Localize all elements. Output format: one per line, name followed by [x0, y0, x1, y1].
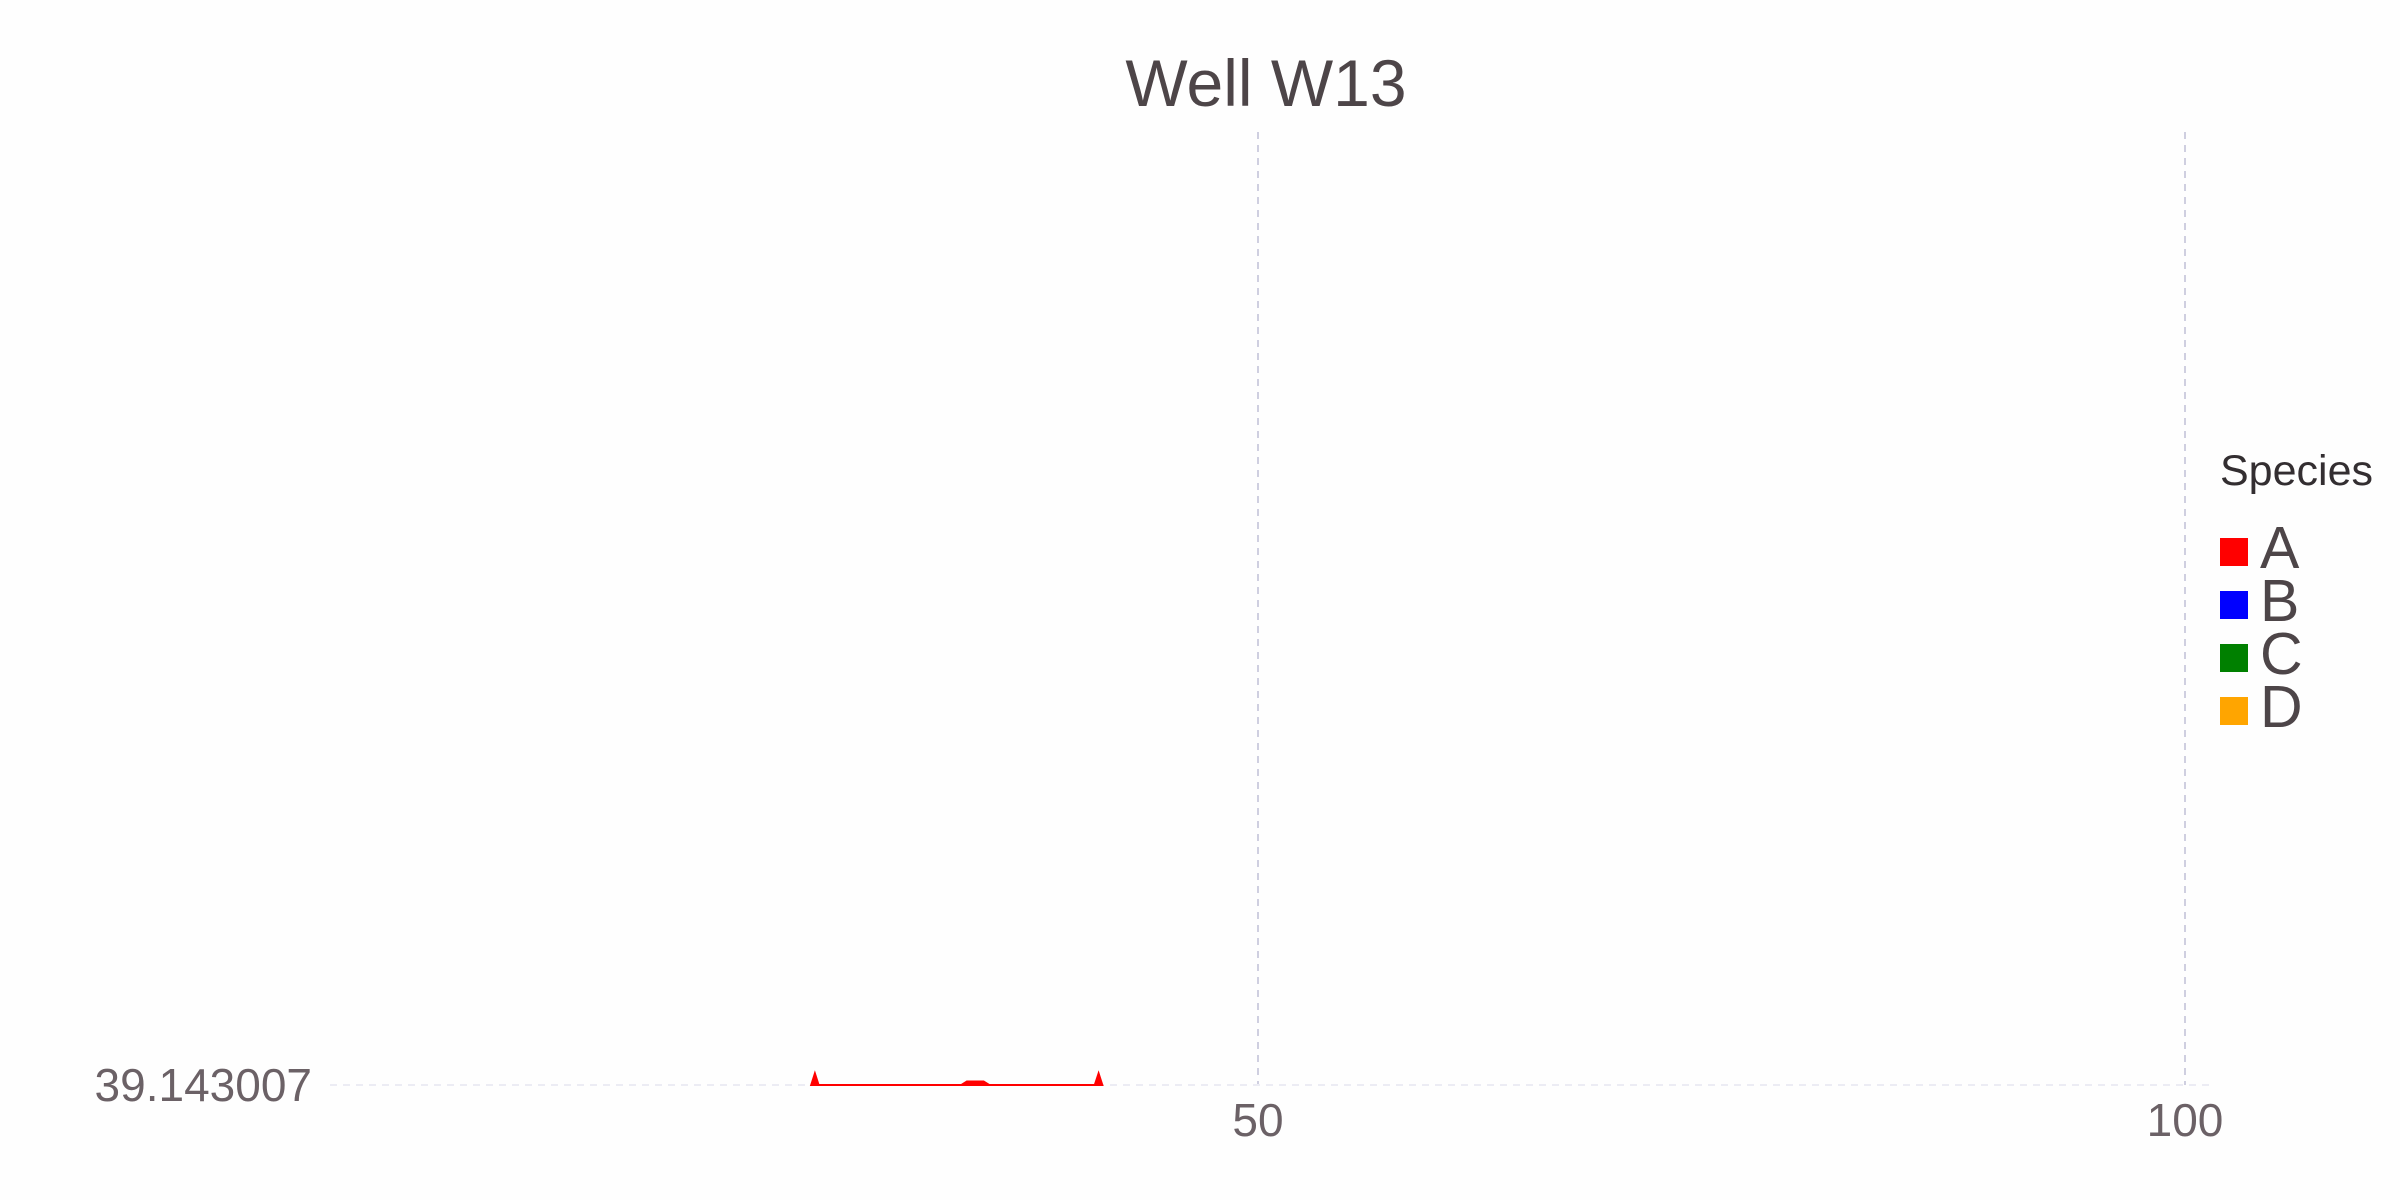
- legend-label-b: B: [2260, 568, 2299, 634]
- series-a-area: [809, 1070, 1104, 1086]
- grid-layer: [330, 132, 2210, 1086]
- y-tick-label: 39.143007: [95, 1059, 312, 1111]
- chart-title: Well W13: [1125, 46, 1406, 120]
- legend-label-a: A: [2260, 515, 2300, 581]
- legend-swatch-c: [2220, 644, 2248, 672]
- x-tick-label: 50: [1232, 1094, 1283, 1146]
- series-layer: [809, 1070, 1104, 1086]
- x-tick-label: 100: [2147, 1094, 2224, 1146]
- legend-swatch-b: [2220, 591, 2248, 619]
- x-axis-ticks: 50 100: [1232, 1094, 2223, 1146]
- legend-label-c: C: [2260, 621, 2303, 687]
- legend-swatch-a: [2220, 538, 2248, 566]
- y-axis-ticks: 39.143007: [95, 1059, 312, 1111]
- legend-title: Species: [2220, 447, 2373, 495]
- legend-label-d: D: [2260, 674, 2303, 740]
- legend-swatch-d: [2220, 697, 2248, 725]
